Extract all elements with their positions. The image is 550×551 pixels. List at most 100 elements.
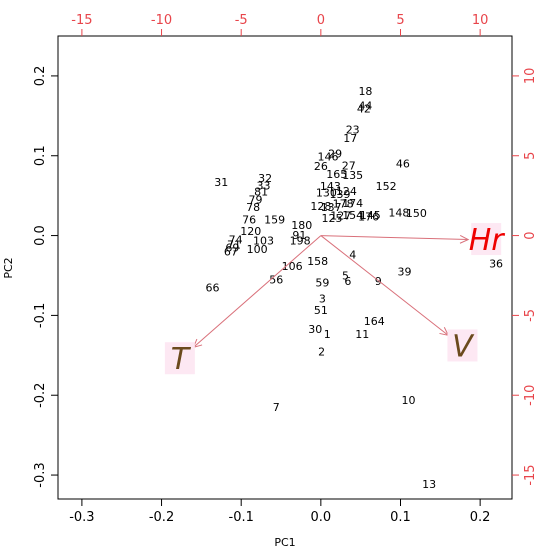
point-label: 78: [246, 201, 260, 214]
point-label: 71: [227, 238, 241, 251]
point-label: 33: [256, 179, 270, 192]
x-tick-label: -0.1: [229, 510, 254, 525]
y-tick-label: -0.2: [33, 383, 48, 408]
point-label: 31: [214, 176, 228, 189]
point-label: 128: [310, 200, 331, 213]
point-label: 32: [258, 172, 272, 185]
point-label: 39: [397, 265, 411, 278]
point-label: 100: [247, 243, 268, 256]
point-label: 10: [401, 394, 415, 407]
point-label: 79: [249, 194, 263, 207]
point-label: 164: [364, 315, 385, 328]
loading-arrow-T: [193, 235, 322, 348]
point-label: 81: [254, 186, 268, 199]
point-label: 67: [224, 246, 238, 259]
x-tick-label: -0.3: [69, 510, 94, 525]
right-axis: -15 -10 -5 0 5 10: [512, 68, 538, 486]
point-label: 42: [357, 103, 371, 116]
right-tick-label: 0: [523, 231, 538, 239]
y-axis-title: PC2: [2, 257, 15, 278]
x-tick-label: -0.2: [149, 510, 174, 525]
point-label: 180: [291, 219, 312, 232]
point-label: 143: [320, 180, 341, 193]
point-label: 51: [314, 304, 328, 317]
point-label: 176: [358, 210, 379, 223]
left-axis: -0.3 -0.2 -0.1 0.0 0.1 0.2: [33, 66, 58, 488]
point-label: 11: [355, 328, 369, 341]
point-label: 3: [319, 293, 326, 306]
right-tick-label: -10: [523, 385, 538, 406]
point-label: 13: [422, 478, 436, 491]
point-label: 145: [360, 209, 381, 222]
loading-label: T: [171, 342, 192, 377]
point-label: 174: [342, 197, 363, 210]
right-tick-label: -5: [523, 309, 538, 322]
point-label: 2: [318, 345, 325, 358]
top-tick-label: -10: [151, 13, 172, 28]
arrow-head: [459, 234, 470, 244]
point-label: 125: [321, 212, 342, 225]
point-label: 30: [308, 323, 322, 336]
point-label: 76: [242, 214, 256, 227]
point-labels: 1844422317291462726165135461521431241301…: [206, 85, 504, 491]
top-tick-label: 0: [317, 13, 325, 28]
point-label: 46: [396, 158, 410, 171]
y-tick-label: 0.2: [33, 66, 48, 87]
point-label: 159: [264, 214, 285, 227]
point-label: 135: [342, 169, 363, 182]
point-label: 152: [376, 180, 397, 193]
point-label: 17: [343, 132, 357, 145]
point-label: 150: [406, 207, 427, 220]
point-label: 59: [315, 277, 329, 290]
loading-arrow-V: [320, 235, 449, 336]
bottom-axis: -0.3 -0.2 -0.1 0.0 0.1 0.2: [69, 499, 490, 525]
point-label: 66: [206, 281, 220, 294]
top-tick-label: -15: [71, 13, 92, 28]
point-label: 154: [342, 209, 363, 222]
point-label: 23: [346, 123, 360, 136]
point-label: 26: [314, 160, 328, 173]
point-label: 198: [290, 234, 311, 247]
point-label: 91: [292, 229, 306, 242]
right-tick-label: 5: [523, 152, 538, 160]
loading-label-bg: [447, 329, 478, 362]
point-label: 6: [344, 275, 351, 288]
point-label: 56: [269, 273, 283, 286]
point-label: 29: [328, 147, 342, 160]
loading-arrow-Hr: [320, 235, 469, 241]
loading-label-bg: [471, 223, 502, 256]
point-label: 165: [326, 168, 347, 181]
loading-arrows: Hr T V: [164, 223, 506, 377]
point-label: 178: [333, 198, 354, 211]
x-axis-title: PC1: [274, 536, 295, 549]
loading-label: V: [452, 329, 475, 364]
point-label: 120: [240, 225, 261, 238]
y-tick-label: -0.1: [33, 303, 48, 328]
x-tick-label: 0.1: [390, 510, 411, 525]
point-label: 7: [273, 401, 280, 414]
point-label: 27: [342, 159, 356, 172]
point-label: 139: [329, 188, 350, 201]
x-tick-label: 0.0: [310, 510, 331, 525]
right-tick-label: -15: [523, 464, 538, 485]
point-label: 124: [336, 185, 357, 198]
point-label: 9: [375, 275, 382, 288]
point-label: 1: [324, 328, 331, 341]
point-label: 146: [318, 151, 339, 164]
point-label: 44: [358, 99, 372, 112]
point-label: 103: [253, 234, 274, 247]
y-tick-label: 0.0: [33, 225, 48, 246]
point-label: 106: [282, 260, 303, 273]
y-tick-label: 0.1: [33, 145, 48, 166]
point-label: 74: [229, 234, 243, 247]
point-label: 5: [342, 269, 349, 282]
point-label: 137: [321, 201, 342, 214]
point-label: 69: [225, 242, 239, 255]
point-label: 36: [489, 258, 503, 271]
right-tick-label: 10: [523, 68, 538, 85]
loading-label: Hr: [469, 223, 506, 258]
top-tick-label: 5: [396, 13, 404, 28]
point-label: 18: [358, 85, 372, 98]
y-tick-label: -0.3: [33, 462, 48, 487]
